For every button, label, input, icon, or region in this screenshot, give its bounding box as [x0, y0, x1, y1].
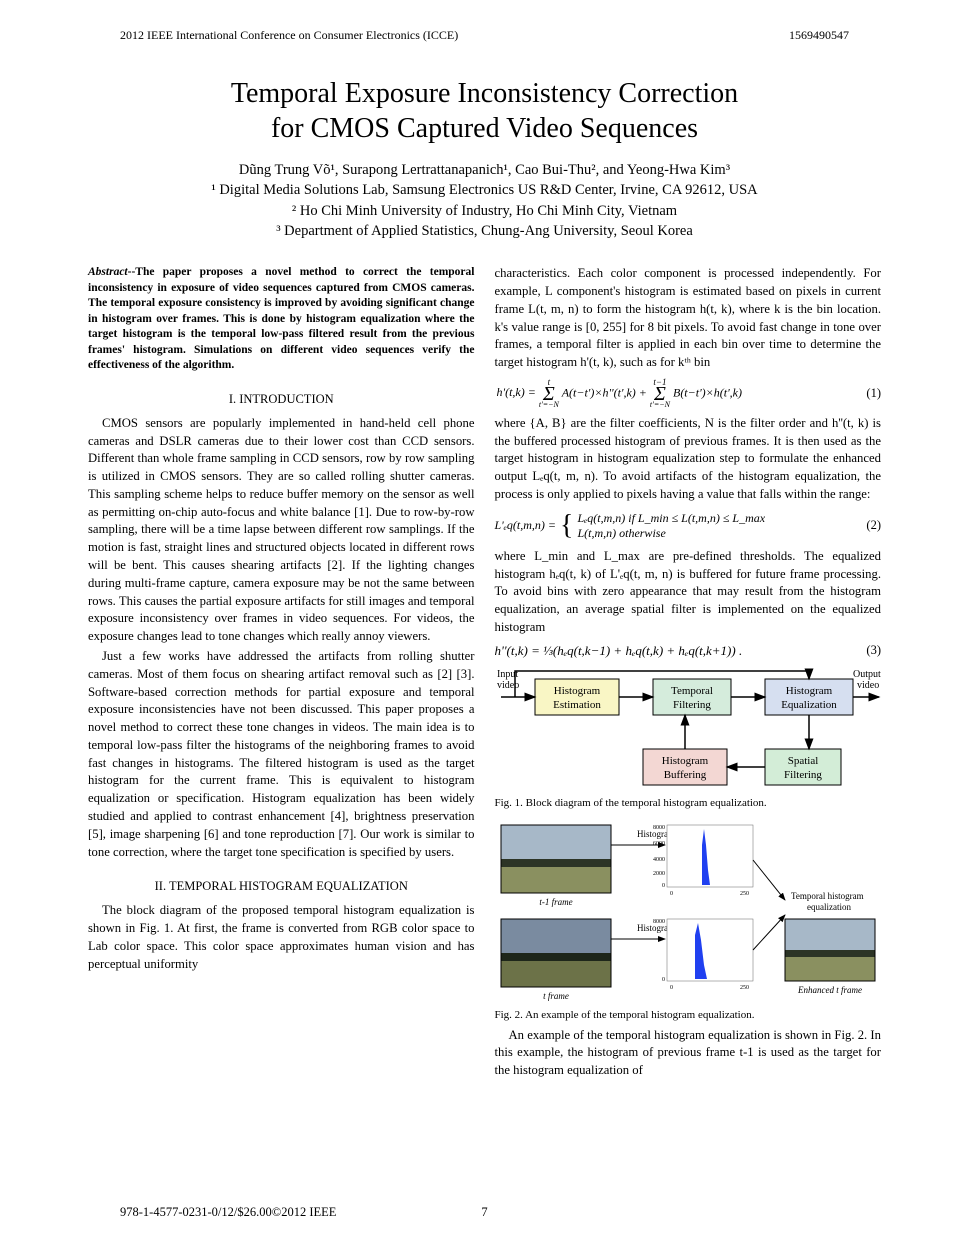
svg-text:Input: Input — [497, 669, 518, 680]
svg-text:0: 0 — [670, 891, 673, 897]
svg-text:0: 0 — [662, 883, 665, 889]
section-1-heading: I. INTRODUCTION — [88, 392, 475, 407]
figure-2-caption: Fig. 2. An example of the temporal histo… — [495, 1009, 882, 1021]
svg-text:Histogram: Histogram — [553, 685, 600, 697]
right-column: characteristics. Each color component is… — [495, 265, 882, 1082]
footer-isbn: 978-1-4577-0231-0/12/$26.00©2012 IEEE — [120, 1205, 336, 1220]
affiliation-1: ¹ Digital Media Solutions Lab, Samsung E… — [88, 180, 881, 200]
svg-text:equalization: equalization — [807, 902, 851, 912]
svg-text:t-1 frame: t-1 frame — [539, 897, 572, 907]
svg-text:Estimation: Estimation — [553, 699, 601, 711]
svg-text:video: video — [497, 680, 519, 691]
conference-name: 2012 IEEE International Conference on Co… — [120, 28, 458, 43]
svg-text:8000: 8000 — [653, 825, 665, 831]
svg-text:Filtering: Filtering — [784, 769, 822, 781]
svg-text:Histogram: Histogram — [661, 755, 708, 767]
section-2-para-1: The block diagram of the proposed tempor… — [88, 902, 475, 973]
title-line-2: for CMOS Captured Video Sequences — [271, 113, 698, 144]
svg-text:video: video — [857, 680, 879, 691]
col2-para-1: characteristics. Each color component is… — [495, 265, 882, 372]
col2-para-4: An example of the temporal histogram equ… — [495, 1027, 882, 1080]
abstract: Abstract--The paper proposes a novel met… — [88, 265, 475, 374]
equation-1: h'(t,k) = t Σ t'=−N A(t−t')×h''(t',k) + … — [495, 378, 882, 409]
eq2-lhs: L'ₑq(t,m,n) = — [495, 518, 556, 533]
svg-text:250: 250 — [740, 891, 749, 897]
author-list: Dũng Trung Võ¹, Surapong Lertrattanapani… — [88, 160, 881, 180]
affiliation-3: ³ Department of Applied Statistics, Chun… — [88, 221, 881, 241]
svg-text:Temporal histogram: Temporal histogram — [791, 891, 864, 901]
title-line-1: Temporal Exposure Inconsistency Correcti… — [231, 78, 738, 109]
svg-text:t frame: t frame — [543, 991, 569, 1001]
equation-3: h''(t,k) = ⅓(hₑq(t,k−1) + hₑq(t,k) + hₑq… — [495, 643, 882, 659]
svg-text:2000: 2000 — [653, 871, 665, 877]
svg-text:Histogram: Histogram — [785, 685, 832, 697]
svg-text:Enhanced t frame: Enhanced t frame — [797, 985, 862, 995]
svg-text:Output: Output — [853, 669, 881, 680]
affiliation-2: ² Ho Chi Minh University of Industry, Ho… — [88, 201, 881, 221]
col2-para-2: where {A, B} are the filter coefficients… — [495, 415, 882, 504]
svg-text:Buffering: Buffering — [663, 769, 706, 781]
equation-2: L'ₑq(t,m,n) = { Lₑq(t,m,n) if L_min ≤ L(… — [495, 510, 882, 542]
col2-para-3: where L_min and L_max are pre-defined th… — [495, 548, 882, 637]
paper-title: Temporal Exposure Inconsistency Correcti… — [88, 76, 881, 146]
abstract-body: --The paper proposes a novel method to c… — [88, 266, 475, 371]
abstract-lead: Abstract — [88, 266, 128, 278]
figure-1-diagram: Histogram Estimation Temporal Filtering … — [495, 665, 882, 795]
left-column: Abstract--The paper proposes a novel met… — [88, 265, 475, 1082]
svg-text:Temporal: Temporal — [671, 685, 713, 697]
paper-id: 1569490547 — [789, 28, 849, 43]
svg-text:Filtering: Filtering — [673, 699, 711, 711]
svg-text:8000: 8000 — [653, 919, 665, 925]
figure-2-diagram: t-1 frame t frame Histogram Histogram 80… — [495, 815, 882, 1009]
figure-1-caption: Fig. 1. Block diagram of the temporal hi… — [495, 797, 882, 809]
svg-text:4000: 4000 — [653, 857, 665, 863]
eq2-top: Lₑq(t,m,n) if L_min ≤ L(t,m,n) ≤ L_max — [577, 511, 765, 526]
section-1-para-1: CMOS sensors are popularly implemented i… — [88, 415, 475, 646]
eq3-body: h''(t,k) = ⅓(hₑq(t,k−1) + hₑq(t,k) + hₑq… — [495, 643, 743, 659]
eq2-bot: L(t,m,n) otherwise — [577, 526, 765, 541]
body-columns: Abstract--The paper proposes a novel met… — [88, 265, 881, 1082]
eq2-number: (2) — [866, 518, 881, 533]
svg-text:6000: 6000 — [653, 841, 665, 847]
eq3-number: (3) — [866, 643, 881, 658]
svg-text:Equalization: Equalization — [781, 699, 837, 711]
eq1-number: (1) — [866, 386, 881, 401]
section-2-heading: II. TEMPORAL HISTOGRAM EQUALIZATION — [88, 879, 475, 894]
svg-text:0: 0 — [662, 977, 665, 983]
svg-text:0: 0 — [670, 985, 673, 991]
running-head: 2012 IEEE International Conference on Co… — [0, 28, 969, 43]
section-1-para-2: Just a few works have addressed the arti… — [88, 648, 475, 861]
svg-text:250: 250 — [740, 985, 749, 991]
svg-text:Spatial: Spatial — [787, 755, 818, 767]
page-number: 7 — [481, 1205, 487, 1220]
